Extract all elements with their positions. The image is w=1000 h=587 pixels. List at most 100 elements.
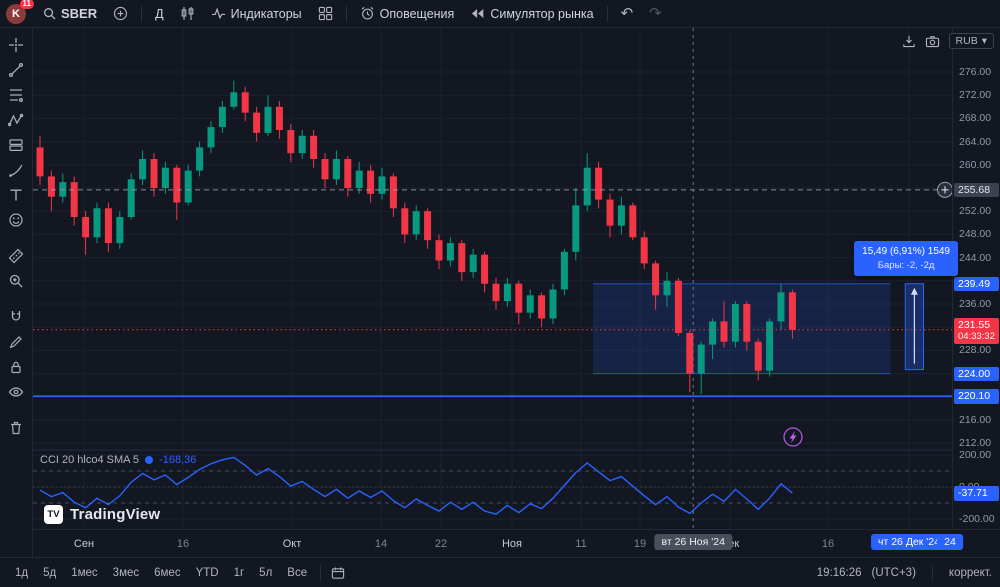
caret-down-icon: ▾ (981, 35, 987, 47)
hide-drawings-tool[interactable] (3, 380, 29, 404)
interval-button[interactable]: Д (148, 3, 170, 25)
magnet-tool[interactable] (3, 305, 29, 329)
toolbar-separator (606, 5, 608, 22)
chart-type-button[interactable] (173, 3, 202, 25)
cci-title: CCI 20 hlco4 SMA 5 (40, 454, 140, 466)
toolbar-separator (141, 5, 143, 22)
time-tick: 22 (434, 538, 448, 550)
market-simulator-button[interactable]: Симулятор рынка (463, 3, 600, 25)
time-tick: 16 (821, 538, 835, 550)
pencil-icon (9, 336, 22, 349)
camera-icon (925, 35, 939, 47)
tradingview-logo[interactable]: TV TradingView (44, 505, 160, 524)
alerts-button[interactable]: Оповещения (353, 3, 462, 25)
range-button-3мес[interactable]: 3мес (106, 564, 146, 582)
download-button[interactable] (902, 34, 916, 48)
chart-area (33, 28, 952, 529)
toolbar-separator (320, 565, 322, 580)
adjust-toggle[interactable]: коррект. (948, 566, 992, 579)
brush-tool[interactable] (3, 158, 29, 182)
price-marker: 231.55 04:33:32 (954, 317, 999, 344)
symbol-search-button[interactable]: SBER (36, 3, 104, 25)
add-alert-plus-icon[interactable] (937, 181, 953, 198)
text-tool-icon (10, 189, 22, 201)
price-axis[interactable]: 276.00 272.00 268.00 264.00 260.00 252.00 248.… (952, 28, 1000, 529)
chart-corner-controls: RUB ▾ (902, 33, 994, 49)
range-button-Все[interactable]: Все (280, 564, 314, 582)
trendline-tool[interactable] (3, 58, 29, 82)
price-marker: -37.71 (954, 486, 999, 501)
calendar-icon (331, 566, 345, 579)
long-position-icon (9, 139, 23, 152)
screenshot-button[interactable] (925, 35, 940, 48)
price-marker: 220.10 (954, 389, 999, 404)
measure-tool[interactable] (3, 244, 29, 268)
zoom-tool[interactable] (3, 269, 29, 293)
magnet-icon (11, 311, 21, 321)
text-tool[interactable] (3, 183, 29, 207)
cci-indicator-legend[interactable]: CCI 20 hlco4 SMA 5 -168,36 (40, 454, 196, 466)
undo-button[interactable]: ↶ (614, 3, 641, 25)
fib-retracement-tool[interactable] (3, 83, 29, 107)
price-tick: 244.00 (959, 251, 992, 264)
price-marker: 224.00 (954, 366, 999, 382)
indicators-label: Индикаторы (230, 6, 302, 21)
candlestick-icon (181, 7, 193, 20)
candlestick-series (36, 80, 796, 394)
time-axis[interactable]: Сен16Окт1422Ноя1119Дек16вт 26 Ноя '24чт … (33, 529, 1000, 557)
redo-button[interactable]: ↷ (642, 3, 669, 25)
lock-drawings-tool[interactable] (3, 355, 29, 379)
time-tick: Сен (73, 538, 95, 550)
measure-bars: Бары: -2, -2д (877, 260, 935, 271)
price-tick: 228.00 (959, 344, 992, 357)
edit-drawing-tool[interactable] (3, 330, 29, 354)
cci-line (39, 456, 793, 515)
price-range-pillar[interactable] (904, 283, 925, 371)
range-button-6мес[interactable]: 6мес (147, 564, 187, 582)
range-button-1мес[interactable]: 1мес (64, 564, 104, 582)
emoji-tool[interactable] (3, 208, 29, 232)
clock-display[interactable]: 19:16:26 (816, 566, 862, 579)
delete-drawings-tool[interactable] (3, 416, 29, 440)
user-avatar[interactable]: K 11 (6, 0, 34, 24)
indicators-button[interactable]: Индикаторы (204, 3, 309, 25)
price-tick: 236.00 (959, 298, 992, 310)
layout-grid-button[interactable] (311, 3, 340, 25)
range-button-1г[interactable]: 1г (227, 564, 252, 582)
add-symbol-button[interactable] (106, 3, 135, 25)
price-tick: 272.00 (959, 89, 992, 102)
go-to-date-button[interactable] (327, 563, 349, 583)
price-tick: 252.00 (959, 205, 992, 218)
position-tool[interactable] (3, 133, 29, 157)
lightning-marker[interactable] (783, 427, 803, 447)
pattern-icon (8, 113, 24, 127)
ruler-icon (8, 248, 24, 264)
pattern-tool[interactable] (3, 108, 29, 132)
timezone-display[interactable]: (UTC+3) (871, 566, 916, 579)
chart-canvas[interactable] (33, 28, 952, 529)
date-price-range-box[interactable] (592, 283, 891, 375)
range-button-YTD[interactable]: YTD (189, 564, 226, 582)
measure-value: 15,49 (6,91%) 1549 (862, 246, 950, 257)
lock-icon (11, 361, 21, 374)
alerts-label: Оповещения (379, 6, 455, 21)
time-tick: 14 (374, 538, 388, 550)
price-marker: 255.68 (954, 182, 999, 198)
range-button-5д[interactable]: 5д (36, 564, 63, 582)
crosshair-tool[interactable] (3, 33, 29, 57)
time-tick: 16 (176, 538, 190, 550)
measure-tooltip: 15,49 (6,91%) 1549 Бары: -2, -2д (854, 241, 958, 277)
bottom-toolbar: 1д 5д 1мес 3мес 6мес YTD 1г 5л Все 19:16:26 (UTC… (0, 557, 1000, 587)
currency-label: RUB (955, 35, 978, 47)
range-button-5л[interactable]: 5л (252, 564, 279, 582)
avatar-letter: K (12, 7, 20, 20)
currency-button[interactable]: RUB ▾ (948, 33, 994, 49)
alarm-clock-icon (361, 6, 373, 20)
tradingview-logo-text: TradingView (70, 506, 161, 523)
undo-icon: ↶ (620, 5, 634, 22)
range-button-1д[interactable]: 1д (8, 564, 35, 582)
time-tick: Окт (282, 538, 302, 550)
drawing-toolbar (0, 28, 33, 557)
notification-badge: 11 (19, 0, 34, 9)
